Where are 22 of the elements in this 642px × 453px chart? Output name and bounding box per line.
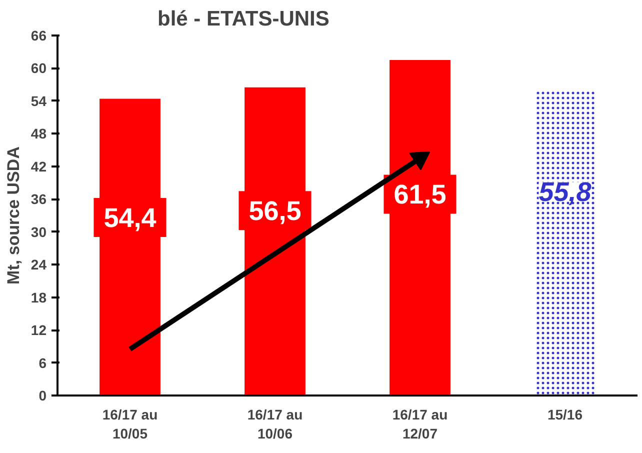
x-tick-label: 16/17 au 10/05 [102,406,158,442]
y-tick-label: 0 [38,388,47,404]
data-label: 54,4 [104,202,156,233]
y-tick-label: 54 [30,92,47,109]
x-tick-label: 15/16 [547,406,583,422]
y-tick-label: 36 [30,191,47,208]
data-label: 61,5 [394,180,446,210]
y-tick-label: 60 [30,60,47,76]
y-tick-label: 30 [30,224,47,240]
x-tick-label: 16/17 au 12/07 [392,406,448,442]
data-label: 55,8 [538,177,592,208]
y-tick-label: 6 [38,354,47,371]
y-axis-title: Mt, source USDA [4,146,23,284]
y-tick-label: 24 [30,256,47,273]
data-label: 56,5 [248,196,302,226]
x-tick-label: 16/17 au 10/06 [247,406,303,442]
y-tick-label: 48 [30,126,47,142]
y-tick-label: 12 [30,322,47,338]
y-tick-label: 42 [30,158,47,174]
y-tick-label: 66 [30,28,47,44]
chart-title: blé - ETATS-UNIS [158,8,330,30]
y-tick-label: 18 [30,289,47,306]
